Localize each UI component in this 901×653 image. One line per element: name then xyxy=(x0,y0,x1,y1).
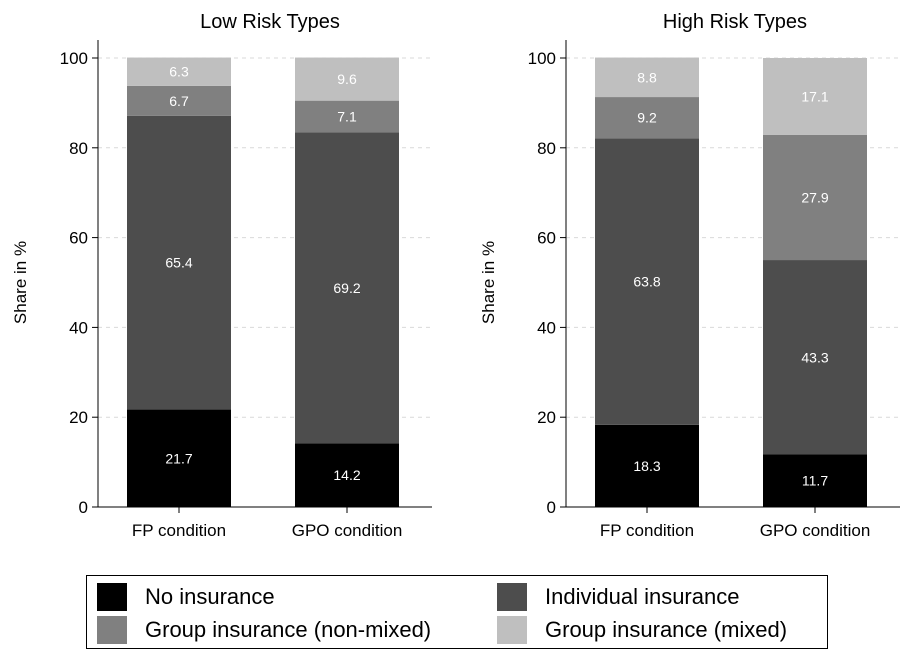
panel-1-y-tick-label: 60 xyxy=(69,229,88,248)
legend-swatch-group-non-mixed xyxy=(97,616,127,644)
panel-2-bar-segment xyxy=(763,260,867,455)
panel-1-y-tick-label: 40 xyxy=(69,318,88,337)
panel-2-data-label: 11.7 xyxy=(802,473,828,489)
legend: No insurance Individual insurance Group … xyxy=(86,575,828,649)
panel-2-bar-segment xyxy=(595,424,699,507)
legend-item-group-non-mixed: Group insurance (non-mixed) xyxy=(97,615,431,645)
panel-1-data-label: 6.7 xyxy=(169,93,189,109)
panel-2-bar-segment xyxy=(763,454,867,507)
legend-swatch-group-mixed xyxy=(497,616,527,644)
panel-2-data-label: 27.9 xyxy=(801,189,828,205)
panel-1-x-tick-label: FP condition xyxy=(132,521,226,540)
legend-swatch-individual-insurance xyxy=(497,583,527,611)
panel-2-data-label: 63.8 xyxy=(633,274,660,290)
panel-1-bar-segment xyxy=(295,443,399,507)
panel-2-y-tick-label: 20 xyxy=(537,408,556,427)
panel-2-bar-segment xyxy=(595,57,699,98)
legend-label-group-non-mixed: Group insurance (non-mixed) xyxy=(145,617,432,642)
panel-2-data-label: 8.8 xyxy=(637,69,657,85)
legend-item-group-mixed: Group insurance (mixed) xyxy=(497,615,787,645)
panel-1-bar-segment xyxy=(127,57,231,86)
panel-2-x-tick-label: FP condition xyxy=(600,521,694,540)
panel-2-data-label: 43.3 xyxy=(801,349,828,365)
panel-2-y-axis-label: Share in % xyxy=(479,241,498,324)
legend-item-no-insurance: No insurance xyxy=(97,582,275,612)
panel-1-data-label: 6.3 xyxy=(169,64,189,80)
panel-1-y-tick-label: 80 xyxy=(69,139,88,158)
panel-2-data-label: 18.3 xyxy=(633,458,660,474)
panel-1-y-axis-label: Share in % xyxy=(11,241,30,324)
panel-2-title: High Risk Types xyxy=(663,11,807,33)
panel-2-data-label: 9.2 xyxy=(637,110,657,126)
panel-1-y-tick-label: 0 xyxy=(79,498,88,517)
panel-2-bar-segment xyxy=(595,97,699,139)
panel-1-bar-segment xyxy=(127,85,231,116)
panel-1-bar-segment xyxy=(295,132,399,444)
chart-svg: 21.7 65.4 6.7 6.3 FP condition 14.2 69.2 7.1 9.6… xyxy=(11,11,900,540)
legend-swatch-no-insurance xyxy=(97,583,127,611)
legend-label-group-mixed: Group insurance (mixed) xyxy=(545,617,788,642)
panel-1-data-label: 69.2 xyxy=(333,280,360,296)
panel-1-data-label: 65.4 xyxy=(165,255,192,271)
panel-2-y-tick-label: 40 xyxy=(537,318,556,337)
panel-2-y-tick-label: 100 xyxy=(528,49,556,68)
panel-2-x-tick-label: GPO condition xyxy=(760,521,871,540)
panel-2-y-tick-label: 0 xyxy=(547,498,556,517)
legend-label-individual-insurance: Individual insurance xyxy=(545,584,740,609)
panel-2-bar-segment xyxy=(595,138,699,425)
legend-label-no-insurance: No insurance xyxy=(145,584,275,609)
panel-1-y-tick-label: 20 xyxy=(69,408,88,427)
panel-2-y-tick-label: 80 xyxy=(537,139,556,158)
legend-item-individual-insurance: Individual insurance xyxy=(497,582,739,612)
panel-1-y-tick-label: 100 xyxy=(60,49,88,68)
panel-2-bar-segment xyxy=(763,134,867,261)
panel-1-bar-segment xyxy=(295,57,399,101)
panel-1-data-label: 9.6 xyxy=(337,71,357,87)
panel-1-x-tick-label: GPO condition xyxy=(292,521,403,540)
panel-1-data-label: 7.1 xyxy=(337,109,357,125)
panel-1-title: Low Risk Types xyxy=(200,11,340,33)
panel-1-bar-segment xyxy=(295,100,399,133)
panel-2-bar-segment xyxy=(763,58,867,135)
panel-2-data-label: 17.1 xyxy=(801,88,828,104)
panel-2-y-tick-label: 60 xyxy=(537,229,556,248)
panel-1-data-label: 21.7 xyxy=(165,450,192,466)
panel-1-bar-segment xyxy=(127,115,231,410)
panel-1-data-label: 14.2 xyxy=(333,467,360,483)
panel-1-bar-segment xyxy=(127,409,231,507)
